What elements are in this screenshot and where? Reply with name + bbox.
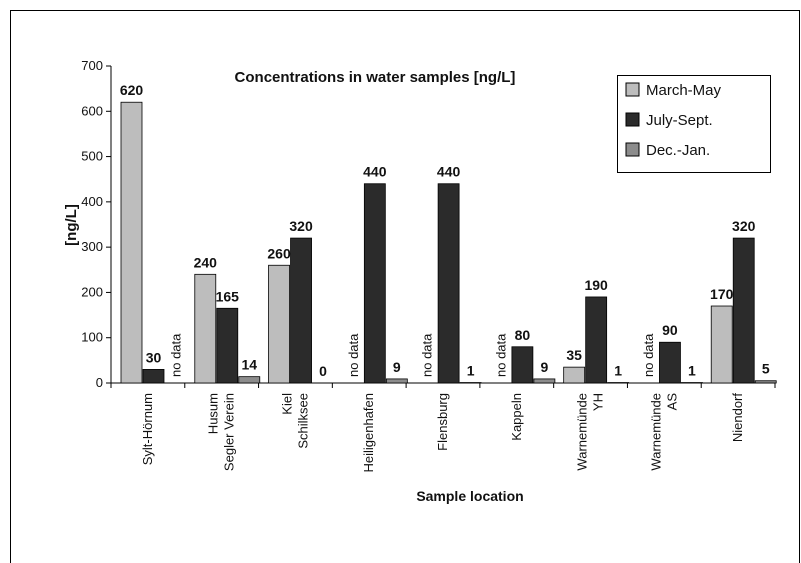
- value-label: 1: [614, 363, 622, 379]
- legend-box: [617, 75, 771, 173]
- no-data-label: no data: [420, 333, 435, 377]
- x-tick-label: KielSchilksee: [279, 393, 310, 449]
- bar: [216, 307, 239, 384]
- legend-swatch: [625, 82, 640, 97]
- legend-label: Dec.-Jan.: [646, 142, 710, 159]
- y-tick-label: 300: [81, 239, 103, 254]
- y-tick-label: 700: [81, 58, 103, 73]
- value-label: 9: [540, 359, 548, 375]
- bar: [238, 376, 261, 384]
- value-label: 190: [584, 277, 608, 293]
- frame: [10, 10, 800, 563]
- bar: [659, 341, 681, 384]
- x-tick-line: Kiel: [279, 393, 294, 415]
- x-tick-line: Flensburg: [435, 393, 450, 451]
- x-tick-line: Sylt-Hörnum: [140, 393, 155, 465]
- bar: [142, 369, 165, 384]
- value-label: 90: [662, 322, 678, 338]
- legend-swatch: [625, 112, 640, 127]
- bar: [533, 378, 556, 384]
- x-tick-label: Heiligenhafen: [361, 393, 376, 473]
- x-tick-label: WarnemündeAS: [648, 393, 679, 471]
- x-tick-label: Niendorf: [730, 393, 745, 443]
- x-tick-label: Kappeln: [509, 393, 524, 441]
- value-label: 440: [437, 164, 461, 180]
- y-tick-label: 500: [81, 149, 103, 164]
- value-label: 320: [732, 218, 756, 234]
- legend-swatch: [625, 142, 640, 157]
- value-label: 1: [688, 363, 696, 379]
- no-data-label: no data: [346, 333, 361, 377]
- value-label: 1: [467, 363, 475, 379]
- value-label: 35: [566, 347, 582, 363]
- bar: [754, 380, 777, 384]
- value-label: 240: [194, 254, 218, 270]
- chart-title: Concentrations in water samples [ng/L]: [235, 69, 516, 86]
- x-tick-label: Sylt-Hörnum: [140, 393, 155, 465]
- y-tick-label: 400: [81, 194, 103, 209]
- bar: [437, 183, 460, 384]
- x-tick-line: Warnemünde: [648, 393, 663, 471]
- bar: [563, 366, 586, 384]
- value-label: 165: [216, 288, 240, 304]
- x-tick-label: HusumSegler Verein: [206, 393, 237, 471]
- value-label: 14: [241, 357, 257, 373]
- bar: [290, 237, 312, 384]
- x-tick-line: Warnemünde: [575, 393, 590, 471]
- legend-label: July-Sept.: [646, 112, 713, 129]
- y-tick-label: 100: [81, 330, 103, 345]
- bar: [268, 264, 290, 384]
- x-tick-label: WarnemündeYH: [575, 393, 606, 471]
- value-label: 0: [319, 363, 327, 379]
- bar: [194, 273, 217, 384]
- legend-label: March-May: [646, 82, 722, 99]
- y-tick-label: 0: [96, 375, 103, 390]
- x-tick-line: Schilksee: [295, 393, 310, 449]
- x-tick-line: Husum: [206, 393, 221, 434]
- value-label: 440: [363, 164, 387, 180]
- value-label: 170: [710, 286, 734, 302]
- x-tick-line: AS: [664, 393, 679, 411]
- y-tick-label: 600: [81, 103, 103, 118]
- value-label: 30: [146, 349, 162, 365]
- x-tick-line: Kappeln: [509, 393, 524, 441]
- y-tick-label: 200: [81, 284, 103, 299]
- value-label: 80: [515, 327, 531, 343]
- bar: [385, 378, 408, 384]
- x-tick-line: Segler Verein: [222, 393, 237, 471]
- bar: [732, 237, 755, 384]
- no-data-label: no data: [641, 333, 656, 377]
- no-data-label: no data: [493, 333, 508, 377]
- value-label: 5: [762, 361, 770, 377]
- no-data-label: no data: [169, 333, 184, 377]
- bar: [363, 183, 386, 384]
- bar: [585, 296, 608, 384]
- value-label: 620: [120, 82, 144, 98]
- value-label: 9: [393, 359, 401, 375]
- value-label: 320: [289, 218, 313, 234]
- bar: [511, 346, 534, 384]
- value-label: 260: [267, 245, 291, 261]
- bar: [710, 305, 733, 384]
- x-axis-label: Sample location: [416, 488, 523, 504]
- y-axis-label: [ng/L]: [63, 204, 80, 246]
- x-tick-line: Niendorf: [730, 393, 745, 443]
- x-tick-line: YH: [591, 393, 606, 411]
- bar: [120, 101, 143, 384]
- x-tick-label: Flensburg: [435, 393, 450, 451]
- x-tick-line: Heiligenhafen: [361, 393, 376, 473]
